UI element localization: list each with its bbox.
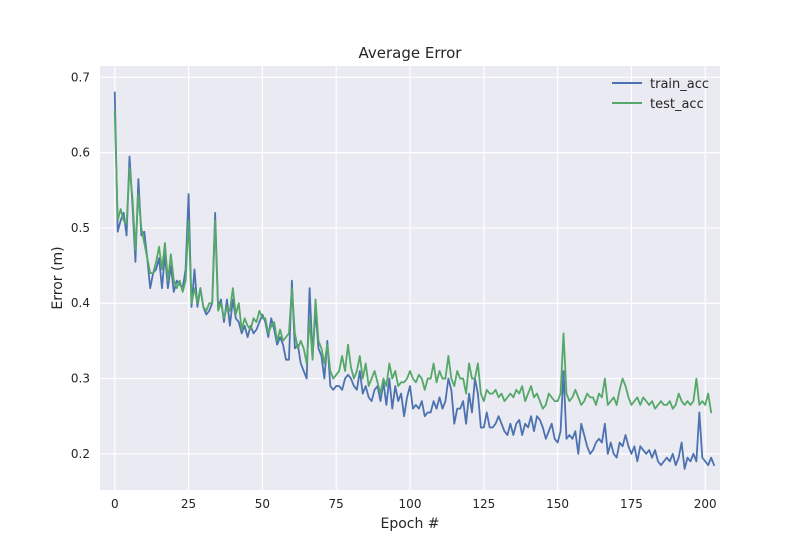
x-tick-label: 100 [399,497,422,511]
y-tick-label: 0.2 [71,447,90,461]
legend: train_acc test_acc [612,77,709,112]
y-tick-label: 0.4 [71,296,90,310]
y-tick-labels: 0.2 0.3 0.4 0.5 0.6 0.7 [71,70,90,461]
x-tick-label: 200 [694,497,717,511]
x-tick-label: 25 [181,497,196,511]
x-tick-label: 125 [472,497,495,511]
y-axis-label: Error (m) [50,246,66,309]
x-tick-label: 150 [546,497,569,511]
x-axis-label: Epoch # [380,516,439,532]
legend-label-train: train_acc [650,77,709,92]
y-tick-label: 0.3 [71,372,90,386]
x-tick-label: 0 [111,497,119,511]
y-tick-label: 0.5 [71,221,90,235]
series-layer [113,91,715,470]
legend-label-test: test_acc [650,97,704,112]
y-tick-label: 0.7 [71,70,90,84]
y-tick-label: 0.6 [71,146,90,160]
x-tick-label: 75 [329,497,344,511]
x-tick-labels: 0 25 50 75 100 125 150 175 200 [111,497,717,511]
x-tick-label: 50 [255,497,270,511]
x-tick-label: 175 [620,497,643,511]
series-line-test-acc [113,110,713,414]
chart-title: Average Error [359,44,463,62]
grid [100,66,720,490]
